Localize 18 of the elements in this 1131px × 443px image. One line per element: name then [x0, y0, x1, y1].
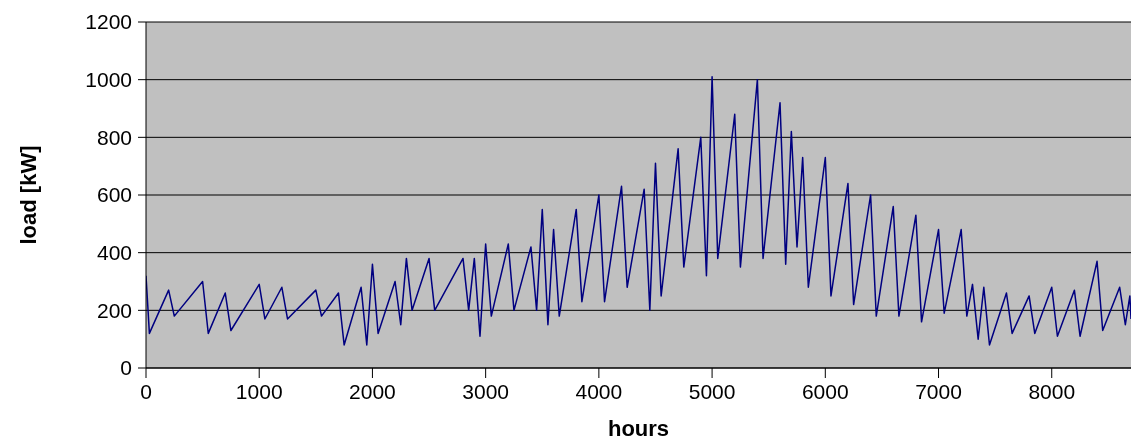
x-tick-label: 1000 — [235, 379, 283, 403]
y-tick-label: 600 — [96, 183, 132, 207]
y-axis-title: load [kW] — [15, 145, 41, 245]
x-tick-label: 7000 — [915, 379, 962, 403]
x-tick-label: 0 — [140, 379, 152, 403]
x-tick-label: 8000 — [1028, 379, 1076, 403]
y-tick-label: 0 — [120, 356, 132, 380]
x-tick-label: 3000 — [462, 379, 510, 403]
x-tick-label: 4000 — [575, 379, 623, 403]
y-tick-label: 800 — [96, 125, 132, 149]
y-tick-label: 1200 — [85, 10, 132, 34]
x-tick-label: 6000 — [801, 379, 849, 403]
y-tick-label: 200 — [96, 298, 132, 322]
y-tick-label: 400 — [96, 241, 132, 265]
x-tick-label: 5000 — [688, 379, 736, 403]
x-axis-title: hours — [607, 415, 670, 441]
x-tick-label: 2000 — [349, 379, 396, 403]
y-tick-label: 1000 — [85, 68, 132, 92]
